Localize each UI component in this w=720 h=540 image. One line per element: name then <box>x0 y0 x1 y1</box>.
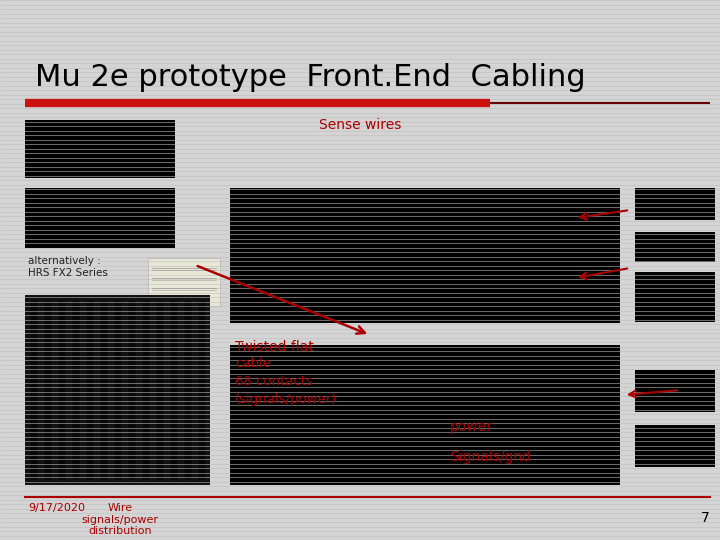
Bar <box>635 370 715 412</box>
Bar <box>148 258 220 306</box>
Bar <box>635 232 715 262</box>
Bar <box>25 188 175 248</box>
Text: power: power <box>450 420 493 434</box>
Bar <box>230 345 620 485</box>
Text: alternatively :
HRS FX2 Series: alternatively : HRS FX2 Series <box>28 256 108 278</box>
Bar <box>114 300 122 480</box>
Bar <box>156 300 164 480</box>
Text: Mu 2e prototype  Front.End  Cabling: Mu 2e prototype Front.End Cabling <box>35 64 585 92</box>
Bar <box>170 300 178 480</box>
Bar <box>128 300 136 480</box>
Text: Twisted flat: Twisted flat <box>235 340 314 354</box>
Text: 9/17/2020: 9/17/2020 <box>28 503 85 513</box>
Text: Wire
signals/power
distribution: Wire signals/power distribution <box>81 503 158 536</box>
Text: Signals/gnd: Signals/gnd <box>450 450 531 464</box>
Bar <box>635 272 715 322</box>
Bar <box>100 300 108 480</box>
Bar <box>25 120 175 178</box>
Bar <box>635 425 715 467</box>
Text: 7: 7 <box>701 511 710 525</box>
Bar <box>635 188 715 220</box>
Text: cable
68 contacts
(signals/power): cable 68 contacts (signals/power) <box>235 357 338 406</box>
Bar <box>86 300 94 480</box>
Bar <box>58 300 66 480</box>
Bar <box>142 300 150 480</box>
Bar <box>25 295 210 485</box>
Bar <box>44 300 52 480</box>
Bar <box>72 300 80 480</box>
Bar <box>230 188 620 323</box>
Bar <box>184 300 192 480</box>
Bar <box>198 300 206 480</box>
Text: Sense wires: Sense wires <box>319 118 401 132</box>
Bar <box>30 300 38 480</box>
